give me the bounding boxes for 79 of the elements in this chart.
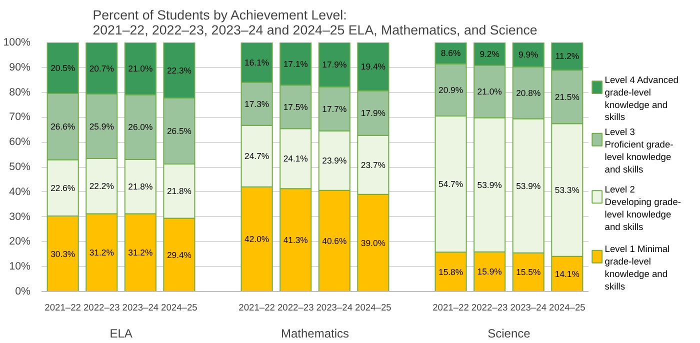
data-label: 21.5%: [554, 92, 580, 102]
x-tick-label: 2021–22: [238, 302, 275, 312]
data-label: 26.0%: [128, 122, 153, 132]
data-label: 15.5%: [516, 267, 541, 278]
x-tick-label: 2023–24: [510, 302, 547, 312]
data-label: 53.9%: [477, 180, 502, 190]
data-label: 17.7%: [322, 104, 347, 114]
x-tick-label: 2024–25: [355, 302, 392, 312]
data-label: 21.8%: [128, 182, 153, 192]
data-label: 21.0%: [477, 86, 502, 97]
text: Mathematics: [280, 326, 350, 340]
data-label: 31.2%: [89, 248, 114, 258]
x-tick-label: 2022–23: [471, 302, 508, 312]
data-label: 21.8%: [166, 186, 192, 196]
data-label: 20.9%: [438, 84, 464, 95]
data-label: 15.9%: [477, 266, 502, 277]
data-label: 20.5%: [50, 63, 76, 74]
data-label: 53.3%: [554, 185, 580, 196]
data-label: 20.7%: [89, 63, 114, 74]
data-label: 23.9%: [322, 156, 347, 166]
x-tick-label: 2022–23: [83, 302, 120, 312]
y-tick-label: 80%: [9, 86, 32, 98]
data-label: 53.9%: [516, 180, 541, 191]
data-label: 9.9%: [518, 50, 539, 60]
x-tick-label: 2021–22: [432, 302, 469, 312]
data-label: 30.3%: [50, 248, 76, 259]
data-label: 26.6%: [50, 122, 76, 132]
legend-label: Level 1 Minimal grade-level knowledge and skills: [604, 244, 670, 292]
legend-label: Level 4 Advanced grade-level knowledge and skills: [604, 74, 678, 122]
text: ELA: [110, 326, 132, 340]
y-tick-label: 60%: [9, 136, 32, 148]
data-label: 17.9%: [360, 108, 386, 118]
data-label: 11.2%: [555, 51, 580, 62]
legend-label: Level 3 Proficient grade-level knowledge and skills: [604, 127, 674, 175]
data-label: 24.1%: [283, 154, 308, 164]
data-label: 40.6%: [322, 236, 347, 246]
data-label: 41.3%: [283, 235, 308, 246]
data-label: 17.5%: [283, 102, 308, 112]
data-label: 29.4%: [166, 250, 192, 260]
y-tick-label: 100%: [3, 36, 32, 48]
data-label: 20.8%: [516, 88, 541, 98]
data-label: 23.7%: [360, 160, 386, 170]
data-label: 39.0%: [360, 238, 386, 248]
text: Science: [488, 326, 531, 340]
data-label: 31.2%: [128, 248, 153, 258]
data-label: 9.2%: [480, 48, 500, 59]
x-tick-label: 2022–23: [277, 302, 314, 312]
data-label: 22.6%: [50, 182, 76, 193]
chart-title: Percent of Students by Achievement Level: 2021–22, 2022–23, 2023–24 and 2024–25 ELA, Mathematics, and Science: [92, 8, 538, 38]
data-label: 54.7%: [438, 179, 464, 190]
data-label: 19.4%: [360, 62, 386, 72]
data-label: 14.1%: [554, 268, 580, 279]
x-tick-label: 2021–22: [44, 302, 82, 312]
legend-label: Level 2 Developing grade-level knowledge and skills: [604, 184, 682, 232]
x-tick-label: 2024–25: [161, 302, 198, 312]
data-label: 16.1%: [244, 57, 270, 68]
y-tick-label: 40%: [9, 186, 32, 198]
data-label: 25.9%: [89, 121, 114, 132]
data-label: 15.8%: [438, 266, 464, 277]
y-tick-label: 70%: [9, 111, 32, 124]
data-label: 26.5%: [166, 126, 192, 136]
data-label: 17.3%: [244, 98, 270, 109]
data-label: 22.3%: [166, 65, 192, 76]
data-label: 17.9%: [322, 60, 347, 70]
y-tick-label: 50%: [9, 161, 32, 173]
data-label: 24.7%: [244, 151, 270, 162]
x-tick-label: 2023–24: [122, 302, 159, 312]
data-label: 42.0%: [244, 234, 270, 244]
y-tick-label: 0%: [15, 286, 32, 298]
data-label: 21.0%: [128, 64, 153, 74]
data-label: 8.6%: [440, 48, 461, 58]
data-label: 17.1%: [283, 58, 308, 69]
x-tick-label: 2023–24: [316, 302, 353, 312]
x-tick-label: 2024–25: [549, 302, 586, 312]
y-tick-label: 90%: [9, 61, 32, 74]
data-label: 22.2%: [89, 181, 114, 192]
y-tick-label: 20%: [9, 236, 32, 248]
y-tick-label: 30%: [9, 210, 32, 223]
y-tick-label: 10%: [9, 260, 32, 273]
